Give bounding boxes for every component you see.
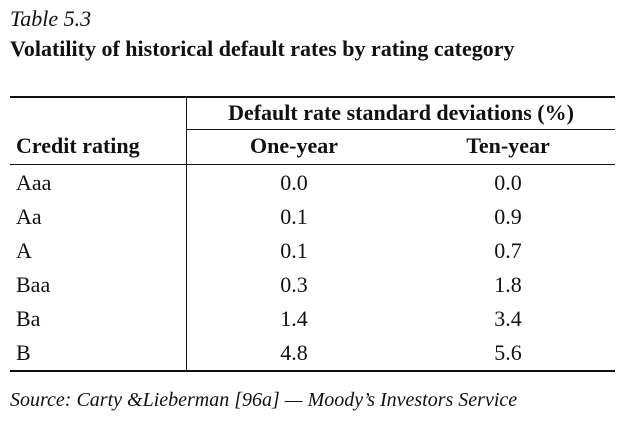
table-row: Ba 1.4 3.4 [0,302,630,336]
cell-rating: Aa [16,204,42,229]
group-header: Default rate standard deviations (%) [228,100,574,125]
table-title: Volatility of historical default rates b… [10,36,515,61]
cell-ten-year: 1.8 [494,272,522,297]
cell-rating: Ba [16,306,41,331]
cell-one-year: 4.8 [280,340,308,365]
cell-one-year: 0.0 [280,170,308,195]
column-divider [186,96,187,371]
column-header-ten-year: Ten-year [466,133,550,158]
header-rule [10,164,615,165]
table-row: A 0.1 0.7 [0,234,630,268]
column-header-credit-rating: Credit rating [16,133,140,158]
table-row: Baa 0.3 1.8 [0,268,630,302]
table-bottom-rule [10,370,615,372]
table-body: Aaa 0.0 0.0 Aa 0.1 0.9 A 0.1 0.7 Baa 0.3… [0,166,630,370]
cell-ten-year: 5.6 [494,340,522,365]
table-row: Aa 0.1 0.9 [0,200,630,234]
group-header-rule [187,129,615,130]
cell-ten-year: 0.9 [494,204,522,229]
column-header-one-year: One-year [250,133,338,158]
table-top-rule [10,96,615,98]
table-row: B 4.8 5.6 [0,336,630,370]
cell-ten-year: 0.7 [494,238,522,263]
cell-rating: B [16,340,31,365]
source-note: Source: Carty &Lieberman [96a] — Moody’s… [10,389,518,411]
cell-ten-year: 3.4 [494,306,522,331]
cell-rating: Aaa [16,170,52,195]
table-row: Aaa 0.0 0.0 [0,166,630,200]
cell-rating: A [16,238,32,263]
cell-rating: Baa [16,272,51,297]
cell-one-year: 0.1 [280,204,308,229]
cell-one-year: 1.4 [280,306,308,331]
cell-one-year: 0.3 [280,272,308,297]
table-caption: Table 5.3 [10,6,92,31]
cell-one-year: 0.1 [280,238,308,263]
cell-ten-year: 0.0 [494,170,522,195]
